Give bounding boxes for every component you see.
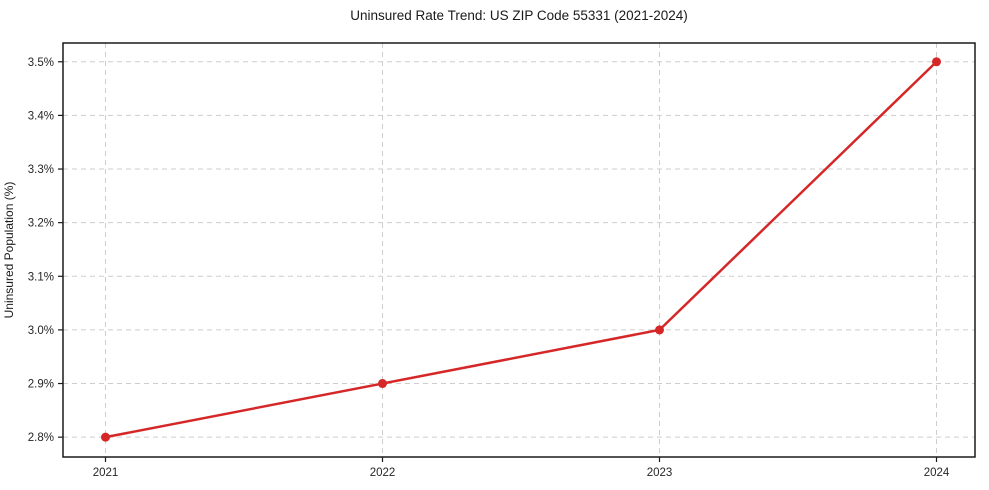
data-point [655,325,664,335]
plot-frame [62,42,976,458]
y-tick-label: 3.2% [28,218,54,230]
y-tick-label: 2.9% [28,379,54,391]
data-point [378,379,387,389]
y-tick-label: 2.8% [28,432,54,444]
y-tick-label: 3.5% [28,57,54,69]
data-point [101,432,110,442]
x-tick-label: 2022 [370,467,396,479]
chart-title: Uninsured Rate Trend: US ZIP Code 55331 … [350,8,687,23]
data-point [932,57,941,67]
y-tick-label: 3.0% [28,325,54,337]
y-tick-label: 3.3% [28,164,54,176]
x-tick-label: 2023 [647,467,673,479]
x-tick-label: 2021 [93,467,119,479]
trend-line [104,60,938,439]
plot-area: 2.8% 2.9% 3.0% 3.1% 3.2% 3.3% 3.4% 3.5% 2021 2022… [28,42,976,479]
x-tick-label: 2024 [924,467,950,479]
y-tick-label: 3.4% [28,110,54,122]
y-axis-label: Uninsured Population (%) [2,182,16,319]
y-tick-label: 3.1% [28,271,54,283]
